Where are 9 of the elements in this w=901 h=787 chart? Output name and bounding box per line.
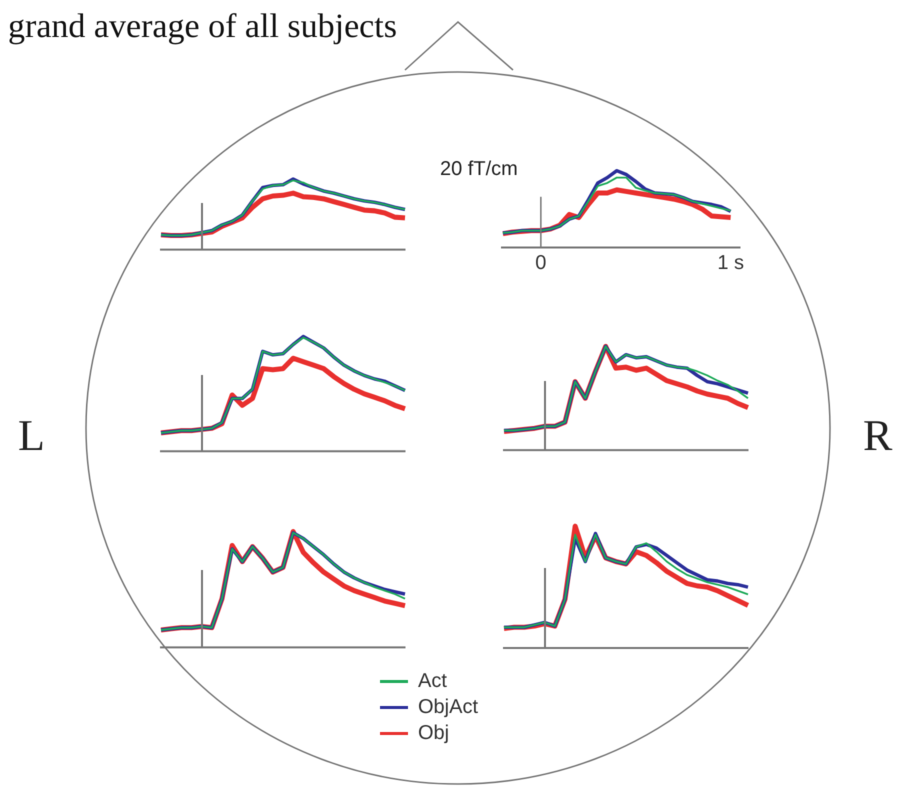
x-tick-label: 0 bbox=[535, 252, 546, 274]
chart-title: grand average of all subjects bbox=[8, 8, 397, 46]
text: L bbox=[18, 410, 45, 461]
legend-label: Act bbox=[418, 670, 447, 692]
legend-label: ObjAct bbox=[418, 696, 478, 718]
x-tick-label: 1 s bbox=[717, 252, 744, 274]
legend-label: Obj bbox=[418, 722, 450, 744]
text: R bbox=[863, 410, 892, 461]
annotation: 20 fT/cm bbox=[440, 158, 518, 181]
